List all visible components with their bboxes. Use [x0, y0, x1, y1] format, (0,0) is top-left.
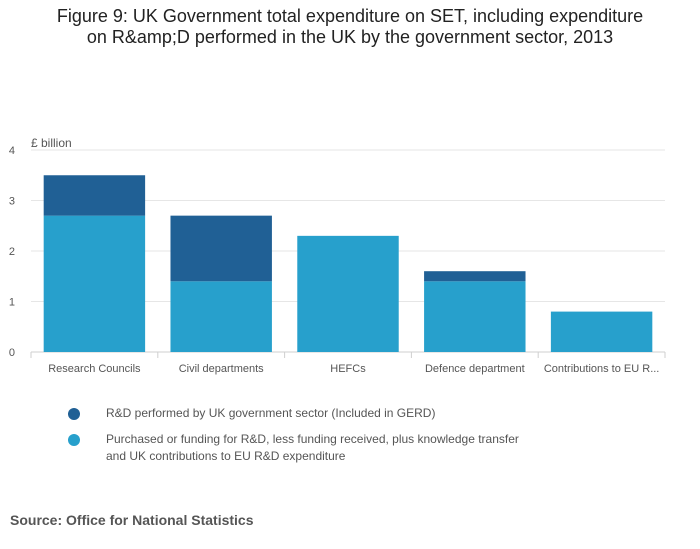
- y-tick-label: 4: [9, 145, 15, 157]
- x-tick-label: Civil departments: [179, 363, 264, 375]
- chart-title-line-2: on R&amp;D performed in the UK by the go…: [86, 27, 614, 47]
- x-tick-label: Defence department: [425, 363, 525, 375]
- legend-label: Purchased or funding for R&D, less fundi…: [106, 432, 519, 463]
- bar-segment: [43, 175, 146, 216]
- bar-segment: [297, 235, 399, 352]
- y-tick-label: 2: [9, 246, 15, 258]
- y-tick-label: 3: [9, 196, 15, 208]
- bar-segment: [170, 215, 272, 282]
- axis-labels: 0 1 2 3 4 £ billion Research Councils Civil dep…: [9, 136, 660, 375]
- x-tick-label: Contributions to EU R...: [544, 363, 660, 375]
- legend-item: Purchased or funding for R&D, less fundi…: [68, 431, 528, 465]
- bar-chart: 0 1 2 3 4 £ billion Research Councils Civil dep…: [9, 136, 666, 375]
- legend-swatch: [68, 434, 80, 446]
- x-tick-label: Research Councils: [48, 363, 141, 375]
- source-note: Source: Office for National Statistics: [10, 512, 254, 528]
- x-tick-label: HEFCs: [330, 363, 366, 375]
- bar-segment: [43, 215, 146, 352]
- y-tick-label: 0: [9, 347, 15, 359]
- bar-segment: [424, 271, 526, 282]
- chart-title-line-1: Figure 9: UK Government total expenditur…: [56, 6, 644, 26]
- y-axis-label: £ billion: [31, 136, 72, 150]
- legend-item: R&D performed by UK government sector (I…: [68, 405, 528, 422]
- x-axis: [30, 352, 666, 358]
- bar-segment: [424, 281, 526, 352]
- bar-segment: [170, 281, 272, 352]
- chart-title: Figure 9: UK Government total expenditur…: [0, 6, 700, 48]
- bar-segment: [550, 311, 653, 352]
- y-tick-label: 1: [9, 297, 15, 309]
- legend-label: R&D performed by UK government sector (I…: [106, 406, 436, 420]
- legend: R&D performed by UK government sector (I…: [68, 405, 528, 474]
- legend-swatch: [68, 408, 80, 420]
- bars: [43, 175, 653, 352]
